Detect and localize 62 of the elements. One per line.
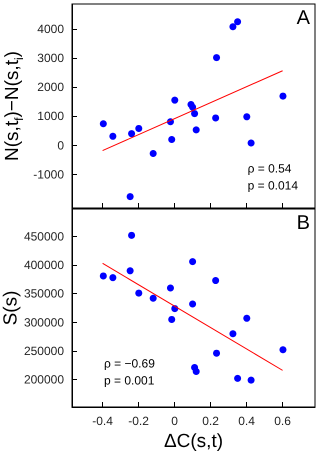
y-tick-label: -1000 (33, 167, 64, 182)
x-tick-label: 0 (171, 414, 178, 428)
point (100, 272, 107, 280)
point (168, 316, 176, 323)
x-tick-label: -0.4 (92, 414, 114, 428)
point (212, 277, 220, 284)
point (126, 267, 134, 274)
y-tick-label: 1000 (37, 109, 64, 124)
point (243, 113, 250, 120)
y-tick-label: 4000 (37, 22, 64, 36)
y-tick-label: 0 (57, 138, 64, 152)
annotation: p = 0.001 (104, 374, 155, 388)
point (212, 114, 220, 122)
point (109, 132, 116, 140)
annotation: A (296, 7, 311, 29)
point (135, 124, 142, 132)
point (279, 346, 286, 354)
point (191, 110, 198, 118)
point (279, 92, 286, 100)
x-axis-title: ΔC(s,t) (164, 430, 224, 452)
y-tick-label: 400000 (24, 258, 64, 272)
y-tick-label: 2000 (37, 80, 64, 94)
x-tick-label: -0.2 (128, 414, 150, 428)
annotation: ρ = 0.54 (248, 162, 292, 176)
annotation: ρ = −0.69 (104, 356, 156, 370)
y-tick-label: 3000 (37, 50, 64, 65)
point (150, 294, 157, 302)
point (126, 193, 134, 200)
y-tick-label: 300000 (24, 315, 64, 330)
point (234, 18, 242, 26)
point (192, 126, 200, 134)
point (135, 290, 142, 297)
point (150, 150, 157, 157)
point (248, 376, 255, 384)
point (229, 330, 236, 338)
y-tick-label: 250000 (24, 344, 64, 358)
point (100, 120, 107, 128)
point (128, 130, 136, 138)
x-tick-label: 0.4 (238, 414, 256, 428)
point (243, 314, 250, 322)
y-tick-label: 200000 (24, 372, 64, 387)
x-tick-label: 0.6 (274, 414, 292, 428)
annotation: B (296, 212, 310, 234)
point (234, 374, 242, 382)
x-tick-label: 0.2 (202, 414, 220, 428)
point (229, 23, 236, 30)
point (109, 274, 116, 282)
y-tick-label: 350000 (24, 286, 64, 301)
point (166, 284, 174, 292)
point (248, 140, 255, 147)
point (168, 136, 176, 144)
point (189, 258, 196, 266)
point (192, 368, 200, 376)
y-tick-label: 450000 (24, 229, 64, 244)
y-axis-title: S(s) (0, 290, 22, 326)
point (171, 96, 178, 104)
point (128, 232, 136, 239)
point (189, 300, 196, 308)
point (189, 104, 196, 111)
point (213, 350, 220, 357)
annotation: p = 0.014 (248, 178, 298, 192)
point (213, 54, 220, 62)
